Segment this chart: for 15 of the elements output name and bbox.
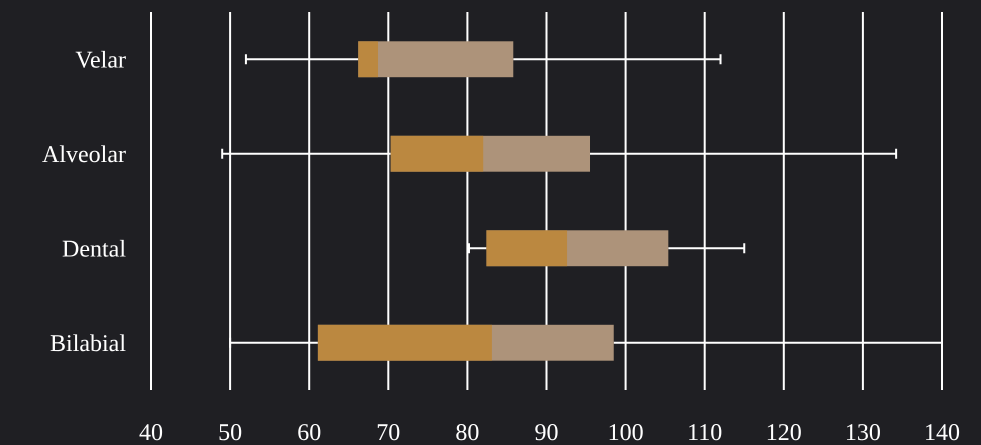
y-tick-label: Bilabial <box>50 330 126 357</box>
x-tick-label: 80 <box>455 420 480 445</box>
x-tick-label: 130 <box>844 420 881 445</box>
x-tick-label: 120 <box>766 420 802 445</box>
y-tick-label: Velar <box>75 47 126 74</box>
x-tick-label: 110 <box>687 420 722 445</box>
x-tick-label: 70 <box>376 420 400 445</box>
x-tick-label: 50 <box>218 420 242 445</box>
y-tick-label: Dental <box>62 236 126 262</box>
x-tick-label: 60 <box>297 420 322 445</box>
x-tick-label: 90 <box>534 420 558 445</box>
x-tick-label: 40 <box>139 420 163 445</box>
x-tick-label: 100 <box>608 420 644 445</box>
y-tick-label: Alveolar <box>42 142 126 168</box>
x-tick-label: 140 <box>924 420 960 445</box>
